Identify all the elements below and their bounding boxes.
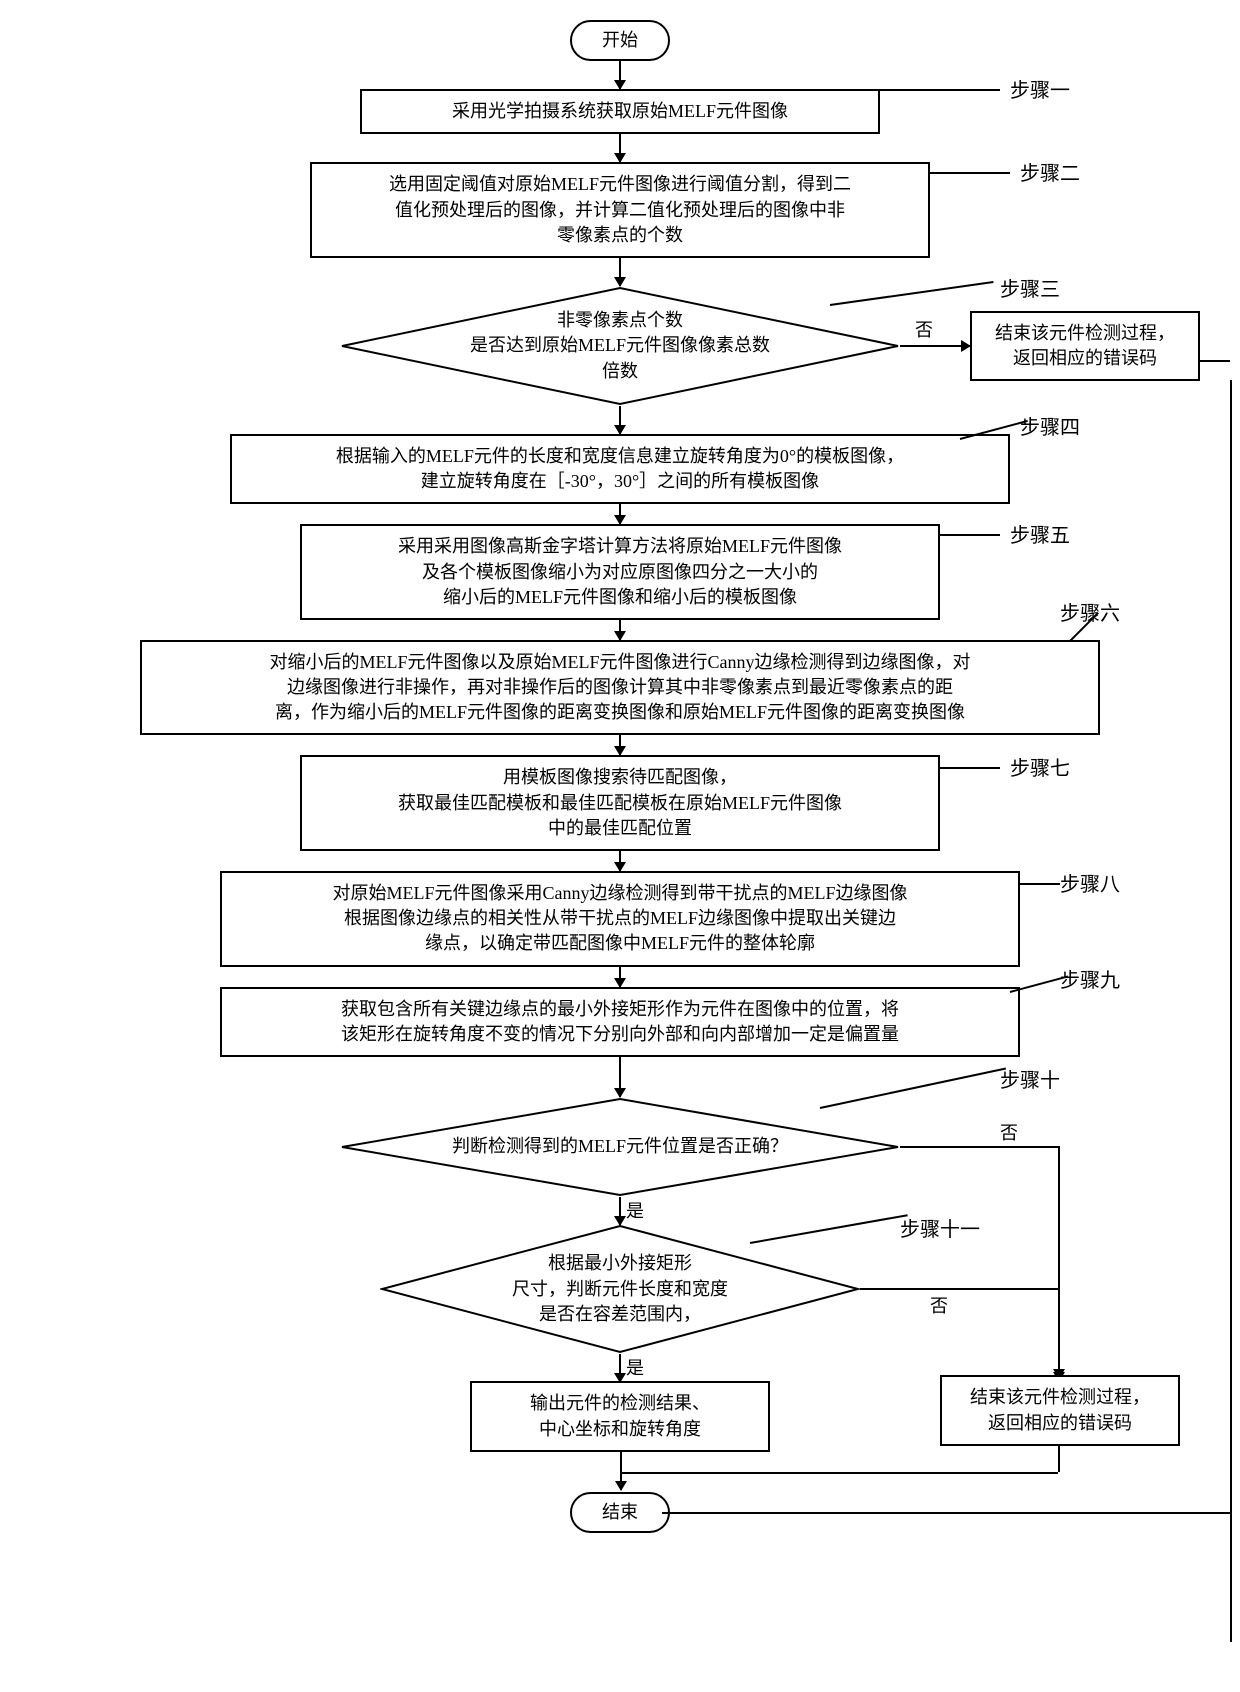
label-s1: 步骤一 [1010,77,1070,105]
text-s7: 用模板图像搜索待匹配图像， 获取最佳匹配模板和最佳匹配模板在原始MELF元件图像… [398,767,842,837]
row-s7: 用模板图像搜索待匹配图像， 获取最佳匹配模板和最佳匹配模板在原始MELF元件图像… [40,755,1200,851]
row-s5: 采用采用图像高斯金字塔计算方法将原始MELF元件图像 及各个模板图像缩小为对应原… [40,524,1200,620]
hline-far-right-join [662,1512,1232,1514]
label-s8: 步骤八 [1060,871,1120,899]
arrow [619,620,621,640]
row-s1: 采用光学拍摄系统获取原始MELF元件图像 步骤一 [40,89,1200,134]
row-s10: 判断检测得到的MELF元件位置是否正确？ 步骤十 否 [40,1097,1200,1197]
arrow [619,1057,621,1097]
row-s9: 获取包含所有关键边缘点的最小外接矩形作为元件在图像中的位置，将 该矩形在旋转角度… [40,987,1200,1057]
label-s11: 步骤十一 [900,1216,980,1244]
row-s3: 非零像素点个数 是否达到原始MELF元件图像像素总数 倍数 否 结束该元件检测过… [40,286,1200,406]
hline-s3no-right [1200,360,1230,362]
yes-lbl-s11: 是 [626,1356,644,1381]
text-s8: 对原始MELF元件图像采用Canny边缘检测得到带干扰点的MELF边缘图像 根据… [332,883,907,953]
row-final: 输出元件的检测结果、 中心坐标和旋转角度 结束该元件检测过程， 返回相应的错误码 [40,1381,1200,1451]
label-s7: 步骤七 [1010,755,1070,783]
text-s11: 根据最小外接矩形 尺寸，判断元件长度和宽度 是否在容差范围内， [380,1224,860,1354]
text-s9: 获取包含所有关键边缘点的最小外接矩形作为元件在图像中的位置，将 该矩形在旋转角度… [341,999,899,1044]
text-s3: 非零像素点个数 是否达到原始MELF元件图像像素总数 倍数 [340,286,900,406]
process-s11-no: 结束该元件检测过程， 返回相应的错误码 [940,1375,1180,1445]
text-s6: 对缩小后的MELF元件图像以及原始MELF元件图像进行Canny边缘检测得到边缘… [269,652,970,722]
process-s8: 对原始MELF元件图像采用Canny边缘检测得到带干扰点的MELF边缘图像 根据… [220,871,1020,967]
process-s3-no: 结束该元件检测过程， 返回相应的错误码 [970,311,1200,381]
text-s4: 根据输入的MELF元件的长度和宽度信息建立旋转角度为0°的模板图像， 建立旋转角… [336,446,904,491]
text-s3-no: 结束该元件检测过程， 返回相应的错误码 [995,323,1175,368]
text-s1: 采用光学拍摄系统获取原始MELF元件图像 [452,101,788,121]
label-s4: 步骤四 [1020,414,1080,442]
label-s10: 步骤十 [1000,1067,1060,1095]
label-s9: 步骤九 [1060,967,1120,995]
s11-inner: 根据最小外接矩形 尺寸，判断元件长度和宽度 是否在容差范围内， [512,1251,728,1327]
text-s2: 选用固定阈值对原始MELF元件图像进行阈值分割，得到二 值化预处理后的图像，并计… [389,174,851,244]
decision-s10: 判断检测得到的MELF元件位置是否正确？ [340,1097,900,1197]
lead-s5 [940,534,1000,536]
hline-s11-no [860,1288,1060,1290]
lead-s2 [930,172,1010,174]
row-s8: 对原始MELF元件图像采用Canny边缘检测得到带干扰点的MELF边缘图像 根据… [40,871,1200,967]
vline-final [620,1452,622,1490]
arrow [619,61,621,89]
process-s2: 选用固定阈值对原始MELF元件图像进行阈值分割，得到二 值化预处理后的图像，并计… [310,162,930,258]
hline-err-left [622,1472,1058,1474]
process-s1: 采用光学拍摄系统获取原始MELF元件图像 [360,89,880,134]
row-s2: 选用固定阈值对原始MELF元件图像进行阈值分割，得到二 值化预处理后的图像，并计… [40,162,1200,258]
lead-s10 [820,1067,1006,1108]
s10-inner: 判断检测得到的MELF元件位置是否正确？ [452,1134,788,1159]
vline-s11-no [1058,1288,1060,1378]
decision-s11: 根据最小外接矩形 尺寸，判断元件长度和宽度 是否在容差范围内， [380,1224,860,1354]
arrow [619,1197,621,1225]
hline-s3-no [900,345,970,347]
lead-s1 [880,89,1000,91]
row-s6: 对缩小后的MELF元件图像以及原始MELF元件图像进行Canny边缘检测得到边缘… [40,640,1200,736]
arrow [619,406,621,434]
label-s3: 步骤三 [1000,276,1060,304]
arrow [619,258,621,286]
arrow [619,1354,621,1382]
process-s6: 对缩小后的MELF元件图像以及原始MELF元件图像进行Canny边缘检测得到边缘… [140,640,1100,736]
start-label: 开始 [602,30,638,50]
arrow [619,851,621,871]
s3-inner: 非零像素点个数 是否达到原始MELF元件图像像素总数 倍数 [470,308,770,384]
no-lbl-s3: 否 [915,318,933,343]
text-s5: 采用采用图像高斯金字塔计算方法将原始MELF元件图像 及各个模板图像缩小为对应原… [398,536,842,606]
row-s4: 根据输入的MELF元件的长度和宽度信息建立旋转角度为0°的模板图像， 建立旋转角… [40,434,1200,504]
arrow [619,134,621,162]
row-s11: 根据最小外接矩形 尺寸，判断元件长度和宽度 是否在容差范围内， 步骤十一 否 [40,1224,1200,1354]
process-s7: 用模板图像搜索待匹配图像， 获取最佳匹配模板和最佳匹配模板在原始MELF元件图像… [300,755,940,851]
no-lbl-s10: 否 [1000,1121,1018,1146]
no-lbl-s11: 否 [930,1294,948,1319]
label-s5: 步骤五 [1010,522,1070,550]
hline-s10-no [900,1146,1060,1148]
text-final: 输出元件的检测结果、 中心坐标和旋转角度 [530,1393,710,1438]
arrow [619,967,621,987]
process-final: 输出元件的检测结果、 中心坐标和旋转角度 [470,1381,770,1451]
terminal-start: 开始 [570,20,670,61]
vline-err-down [1058,1446,1060,1472]
end-label: 结束 [602,1502,638,1522]
row-end: 结束 [40,1492,1200,1533]
flowchart-root: 开始 采用光学拍摄系统获取原始MELF元件图像 步骤一 选用固定阈值对原始MEL… [40,20,1200,1533]
s11-no-box-wrap: 结束该元件检测过程， 返回相应的错误码 [940,1375,1180,1445]
yes-lbl-s10: 是 [626,1199,644,1224]
text-s10: 判断检测得到的MELF元件位置是否正确？ [340,1097,900,1197]
process-s5: 采用采用图像高斯金字塔计算方法将原始MELF元件图像 及各个模板图像缩小为对应原… [300,524,940,620]
label-s2: 步骤二 [1020,160,1080,188]
row-merge [40,1452,1200,1492]
s3-no-box-wrap: 结束该元件检测过程， 返回相应的错误码 [970,311,1200,381]
terminal-end: 结束 [570,1492,670,1533]
arrow [619,504,621,524]
process-s9: 获取包含所有关键边缘点的最小外接矩形作为元件在图像中的位置，将 该矩形在旋转角度… [220,987,1020,1057]
lead-s8 [1020,883,1060,885]
arrow [619,735,621,755]
process-s4: 根据输入的MELF元件的长度和宽度信息建立旋转角度为0°的模板图像， 建立旋转角… [230,434,1010,504]
vline-s3no-to-end [1230,380,1232,1642]
label-s6: 步骤六 [1060,600,1120,628]
text-s11-no: 结束该元件检测过程， 返回相应的错误码 [970,1387,1150,1432]
lead-s7 [940,767,1000,769]
decision-s3: 非零像素点个数 是否达到原始MELF元件图像像素总数 倍数 [340,286,900,406]
